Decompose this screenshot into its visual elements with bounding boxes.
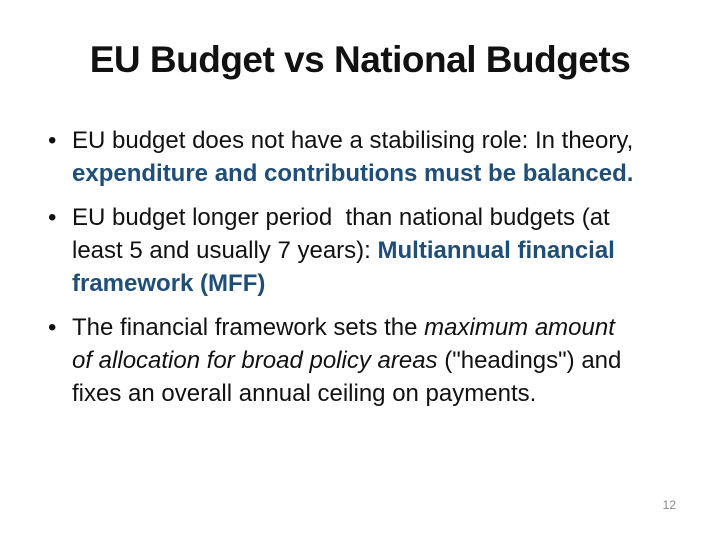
- list-item: • The financial framework sets the maxim…: [48, 311, 668, 410]
- slide-title: EU Budget vs National Budgets: [89, 39, 631, 80]
- text-run-blue-bold: expenditure and contributions must be ba…: [72, 160, 634, 187]
- page-number: 12: [662, 498, 676, 512]
- bullet-icon: •: [48, 127, 57, 154]
- text-run-italic: maximum amount of allocation for broad p…: [72, 314, 622, 374]
- bullet-list: • EU budget does not have a stabilising …: [48, 124, 668, 421]
- list-item: • EU budget longer period than national …: [48, 201, 668, 300]
- bullet-text: EU budget does not have a stabilising ro…: [72, 124, 640, 190]
- bullet-icon: •: [48, 314, 57, 341]
- text-run-normal: The financial framework sets the: [72, 314, 425, 341]
- text-run-normal: EU budget does not have a stabilising ro…: [72, 127, 640, 154]
- text-run-normal: ("headings") and fixes an overall annual…: [72, 347, 629, 407]
- bullet-text: The financial framework sets the maximum…: [72, 311, 640, 410]
- list-item: • EU budget does not have a stabilising …: [48, 124, 668, 190]
- text-run-normal: EU budget longer period than national bu…: [72, 204, 617, 264]
- bullet-text: EU budget longer period than national bu…: [72, 201, 640, 300]
- text-run-blue-bold: Multiannual financial framework (MFF): [72, 237, 622, 297]
- bullet-icon: •: [48, 204, 57, 231]
